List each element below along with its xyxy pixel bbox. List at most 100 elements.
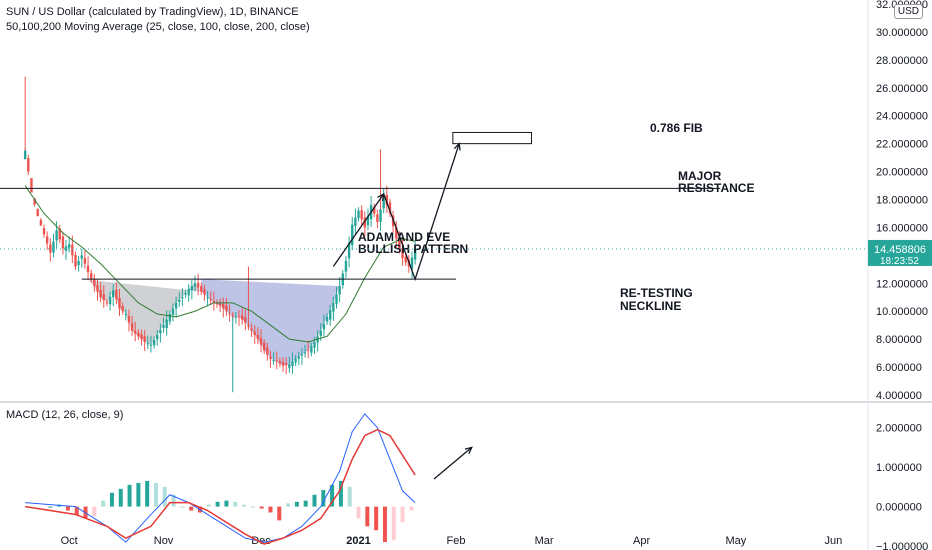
candle-body (395, 227, 398, 239)
chart-title: SUN / US Dollar (calculated by TradingVi… (6, 6, 299, 18)
candle-body (23, 150, 27, 160)
candle-body (218, 303, 222, 306)
candle-body (303, 352, 307, 354)
candle-body (134, 330, 137, 334)
price-tick-label: 26.000000 (876, 83, 928, 95)
candles (23, 148, 417, 375)
candle-body (363, 217, 367, 228)
price-tag-value: 14.458806 (874, 244, 926, 256)
candle-body (225, 305, 228, 312)
candle-body (284, 363, 288, 365)
candle-body (379, 209, 382, 222)
currency-button[interactable]: USD (893, 4, 923, 19)
histogram-bar (109, 492, 114, 507)
fib-label: 0.786 FIB (650, 121, 703, 135)
candle-body (310, 346, 313, 353)
candle-body (203, 289, 206, 295)
candle-body (234, 316, 238, 318)
candle-body (143, 336, 146, 342)
candle-body (272, 360, 275, 362)
macd-tick-label: 2.000000 (876, 423, 922, 435)
histogram-bar (338, 480, 343, 507)
projection-arrow (383, 143, 460, 282)
candle-body (354, 217, 357, 227)
candle-body (250, 328, 253, 331)
time-tick-label: Feb (447, 535, 466, 547)
histogram-bar (259, 506, 264, 509)
candle-body (376, 214, 379, 222)
eve-pattern-fill (201, 279, 340, 366)
candle-body (45, 236, 49, 244)
candle-body (278, 361, 282, 364)
histogram-bar (374, 506, 379, 531)
candle-body (93, 279, 96, 287)
candle-body (146, 343, 150, 345)
candle-body (332, 302, 335, 312)
candle-body (33, 198, 36, 205)
candle-body (212, 300, 216, 303)
candle-body (401, 247, 404, 259)
histogram-bar (224, 500, 229, 507)
candle-body (178, 300, 181, 302)
candle-body (96, 285, 99, 292)
candle-body (300, 354, 304, 356)
time-tick-label: Mar (535, 535, 554, 547)
candle-body (80, 255, 83, 259)
histogram-bar (303, 500, 308, 507)
histogram-bar (400, 506, 405, 523)
candle-body (307, 349, 310, 351)
macd-tick-label: 1.000000 (876, 462, 922, 474)
candle-body (388, 202, 392, 214)
candle-body (266, 347, 269, 355)
candle-body (102, 294, 105, 301)
histogram-bar (145, 480, 150, 507)
candle-body (190, 286, 194, 291)
candle-body (49, 244, 52, 253)
candle-body (196, 282, 200, 288)
histogram-bar (286, 503, 291, 507)
candle-body (222, 303, 225, 309)
fib-target-box (452, 131, 532, 145)
candle-body (77, 260, 80, 266)
candle-body (262, 342, 266, 351)
candle-body (404, 256, 407, 263)
candle-body (291, 361, 294, 367)
macd-tick-label: −1.000000 (876, 541, 928, 550)
candle-body (373, 206, 376, 214)
candle-body (184, 293, 187, 295)
candle-body (55, 230, 58, 241)
candle-body (58, 228, 61, 240)
signal-line (25, 428, 416, 545)
histogram-bar (321, 490, 326, 507)
histogram-bar (153, 482, 158, 507)
price-tick-label: 20.000000 (876, 167, 928, 179)
histogram-bar (180, 506, 185, 508)
candle-body (74, 254, 77, 267)
candle-body (83, 258, 87, 264)
candle-body (294, 358, 297, 363)
histogram-bar (294, 501, 299, 507)
histogram-bar (250, 506, 255, 508)
histogram-bar (347, 486, 352, 507)
histogram-bar (65, 506, 70, 511)
price-tick-label: 18.000000 (876, 195, 928, 207)
price-tick-label: 22.000000 (876, 139, 928, 151)
price-tick-label: 10.000000 (876, 306, 928, 318)
time-tick-label: Nov (154, 535, 174, 547)
candle-body (240, 315, 244, 320)
candle-body (174, 302, 178, 309)
moving-average-line (24, 185, 416, 343)
candle-body (335, 294, 338, 304)
histogram-bar (74, 506, 79, 515)
rally-arrow (332, 193, 385, 267)
histogram-bar (233, 501, 238, 507)
macd-histogram (48, 480, 414, 543)
candle-body (137, 332, 140, 337)
adam-pattern-fill (81, 279, 202, 345)
candle-body (281, 362, 285, 366)
candle-body (30, 178, 33, 193)
histogram-bar (391, 506, 396, 541)
histogram-bar (206, 504, 211, 507)
candle-body (313, 341, 316, 348)
